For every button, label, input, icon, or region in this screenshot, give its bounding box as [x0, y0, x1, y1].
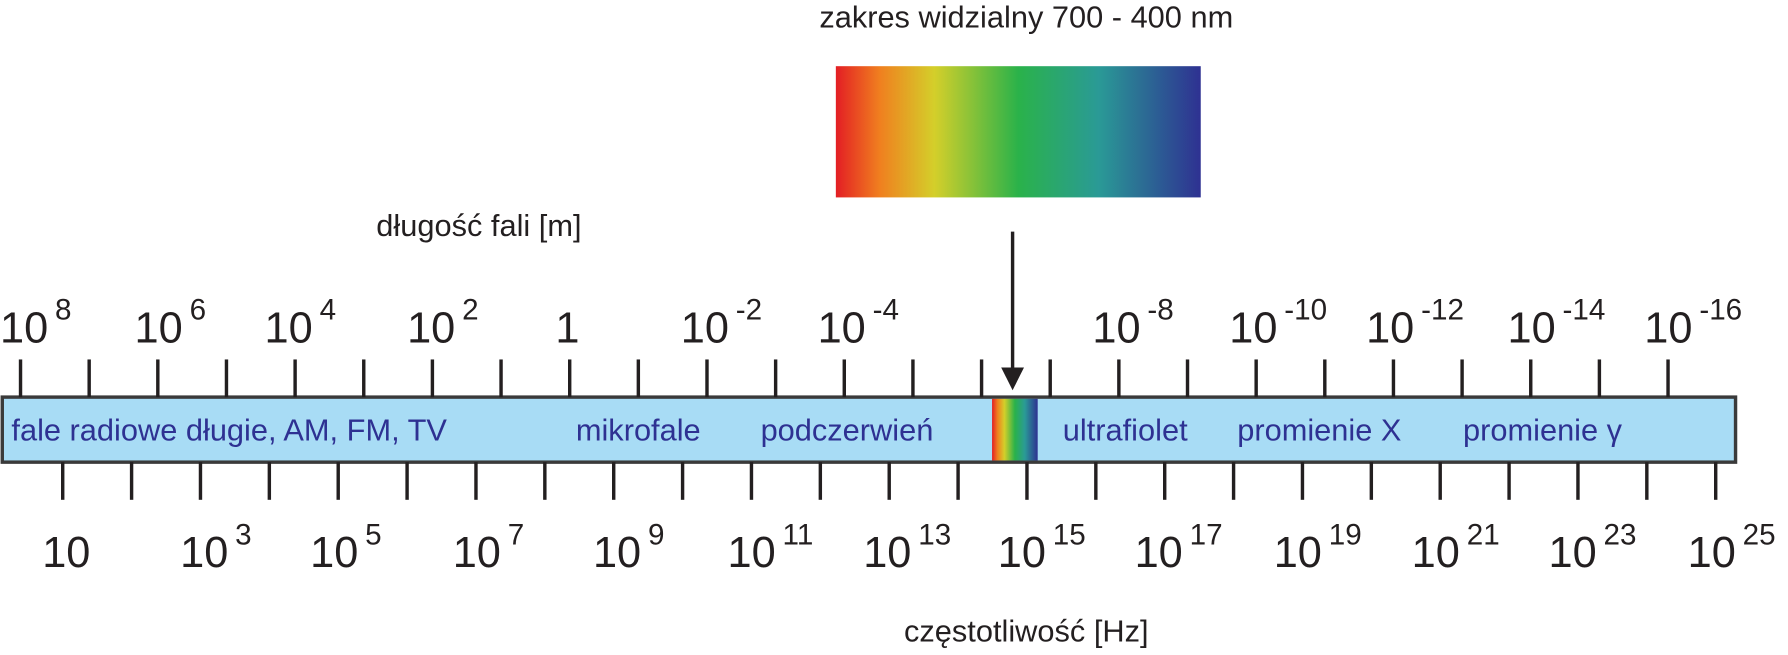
frequency-tick-label: 10 9 [593, 518, 665, 577]
frequency-tick-label: 10 11 [728, 518, 814, 577]
band-label: fale radiowe długie, AM, FM, TV [11, 412, 447, 447]
frequency-tick-label-base: 10 [998, 529, 1046, 577]
wavelength-tick-label-exponent: 8 [55, 294, 71, 327]
wavelength-tick-label-base: 10 [1366, 304, 1414, 352]
frequency-tick-label-exponent: 23 [1604, 518, 1637, 551]
wavelength-tick-label-base: 10 [1092, 304, 1140, 352]
frequency-tick-label-base: 10 [1688, 529, 1736, 577]
frequency-tick-label-base: 10 [863, 529, 911, 577]
frequency-tick-label: 10 19 [1274, 518, 1362, 577]
wavelength-tick-label-base: 1 [555, 304, 579, 352]
band-label: ultrafiolet [1063, 412, 1188, 447]
wavelength-tick-label: 10 -4 [818, 294, 899, 353]
wavelength-tick-label: 10 2 [407, 294, 479, 353]
band-label: promienie γ [1463, 412, 1623, 447]
wavelength-tick-label: 10 4 [265, 294, 337, 353]
wavelength-tick-label-exponent: 4 [320, 294, 336, 327]
wavelength-tick-label-base: 10 [135, 304, 183, 352]
frequency-tick-label-base: 10 [310, 529, 358, 577]
wavelength-tick-label-exponent: -12 [1421, 294, 1464, 327]
frequency-tick-label-exponent: 9 [648, 518, 664, 551]
frequency-tick-label-exponent: 11 [783, 518, 814, 551]
frequency-tick-label-exponent: 13 [918, 518, 951, 551]
wavelength-tick-label: 10 6 [135, 294, 207, 353]
band-label: podczerwień [761, 412, 934, 447]
frequency-tick-label: 10 17 [1135, 518, 1223, 577]
frequency-tick-label: 10 5 [310, 518, 382, 577]
visible-spectrum [835, 66, 1201, 198]
frequency-tick-label: 10 3 [180, 518, 252, 577]
frequency-tick-label-base: 10 [453, 529, 501, 577]
frequency-tick-label: 10 15 [998, 518, 1086, 577]
wavelength-tick-label-exponent: -14 [1563, 294, 1606, 327]
wavelength-tick-label-base: 10 [0, 304, 48, 352]
wavelength-tick-label: 10 -8 [1092, 294, 1173, 353]
tick-marks [18, 359, 1718, 500]
wavelength-tick-label-exponent: -16 [1699, 294, 1742, 327]
frequency-tick-label-exponent: 19 [1329, 518, 1362, 551]
wavelength-tick-label-base: 10 [265, 304, 313, 352]
wavelength-tick-label: 10 8 [0, 294, 72, 353]
frequency-tick-label-exponent: 15 [1053, 518, 1086, 551]
wavelength-tick-label-base: 10 [1229, 304, 1277, 352]
wavelength-tick-label-base: 10 [1507, 304, 1555, 352]
labels: 10 8 10 6 10 4 10 2 1 10 -2 10 -4 10 -8 10 -10 10 -12 10 -14… [0, 294, 1776, 578]
frequency-tick-label-base: 10 [593, 529, 641, 577]
frequency-tick-label-exponent: 5 [365, 518, 381, 551]
frequency-tick-label-base: 10 [42, 529, 90, 577]
frequency-tick-label: 10 23 [1549, 518, 1637, 577]
wavelength-tick-label-exponent: -8 [1147, 294, 1173, 327]
frequency-tick-label-exponent: 3 [235, 518, 251, 551]
frequency-tick-label-base: 10 [728, 529, 776, 577]
arrow-head [1001, 367, 1024, 391]
frequency-tick-label: 10 25 [1688, 518, 1776, 577]
wavelength-tick-label-base: 10 [1644, 304, 1692, 352]
frequency-tick-label: 10 7 [453, 518, 525, 577]
frequency-tick-label-exponent: 7 [508, 518, 524, 551]
frequency-tick-label-base: 10 [1549, 529, 1597, 577]
band-label: promienie X [1237, 412, 1401, 447]
frequency-tick-label-base: 10 [1135, 529, 1183, 577]
frequency-tick-label-base: 10 [180, 529, 228, 577]
wavelength-tick-label: 10 -2 [681, 294, 762, 353]
wavelength-tick-label-exponent: -10 [1284, 294, 1327, 327]
frequency-tick-label-exponent: 21 [1467, 518, 1500, 551]
wavelength-tick-label: 10 -12 [1366, 294, 1464, 353]
title: zakres widzialny 700 - 400 nm [819, 0, 1233, 34]
wavelength-tick-label-exponent: -4 [873, 294, 899, 327]
wavelength-tick-label-exponent: 2 [462, 294, 478, 327]
wavelength-tick-label-base: 10 [818, 304, 866, 352]
wavelength-tick-label-exponent: -2 [736, 294, 762, 327]
frequency-tick-label: 10 21 [1412, 518, 1500, 577]
frequency-tick-label-exponent: 17 [1190, 518, 1223, 551]
frequency-label: częstotliwość [Hz] [904, 613, 1149, 648]
frequency-tick-label-base: 10 [1412, 529, 1460, 577]
wavelength-tick-label: 1 [555, 304, 579, 352]
wavelength-tick-label: 10 -14 [1507, 294, 1605, 353]
frequency-tick-label-exponent: 25 [1743, 518, 1776, 551]
wavelength-label: długość fali [m] [376, 208, 581, 243]
spectrum-bar [0, 395, 1738, 464]
wavelength-tick-label-exponent: 6 [190, 294, 206, 327]
band-label: mikrofale [576, 412, 701, 447]
frequency-tick-label: 10 13 [863, 518, 951, 577]
frequency-tick-label-base: 10 [1274, 529, 1322, 577]
wavelength-tick-label-base: 10 [681, 304, 729, 352]
wavelength-tick-label-base: 10 [407, 304, 455, 352]
wavelength-tick-label: 10 -16 [1644, 294, 1742, 353]
visible-strip [992, 398, 1038, 461]
wavelength-tick-label: 10 -10 [1229, 294, 1327, 353]
frequency-tick-label: 10 [42, 529, 90, 577]
